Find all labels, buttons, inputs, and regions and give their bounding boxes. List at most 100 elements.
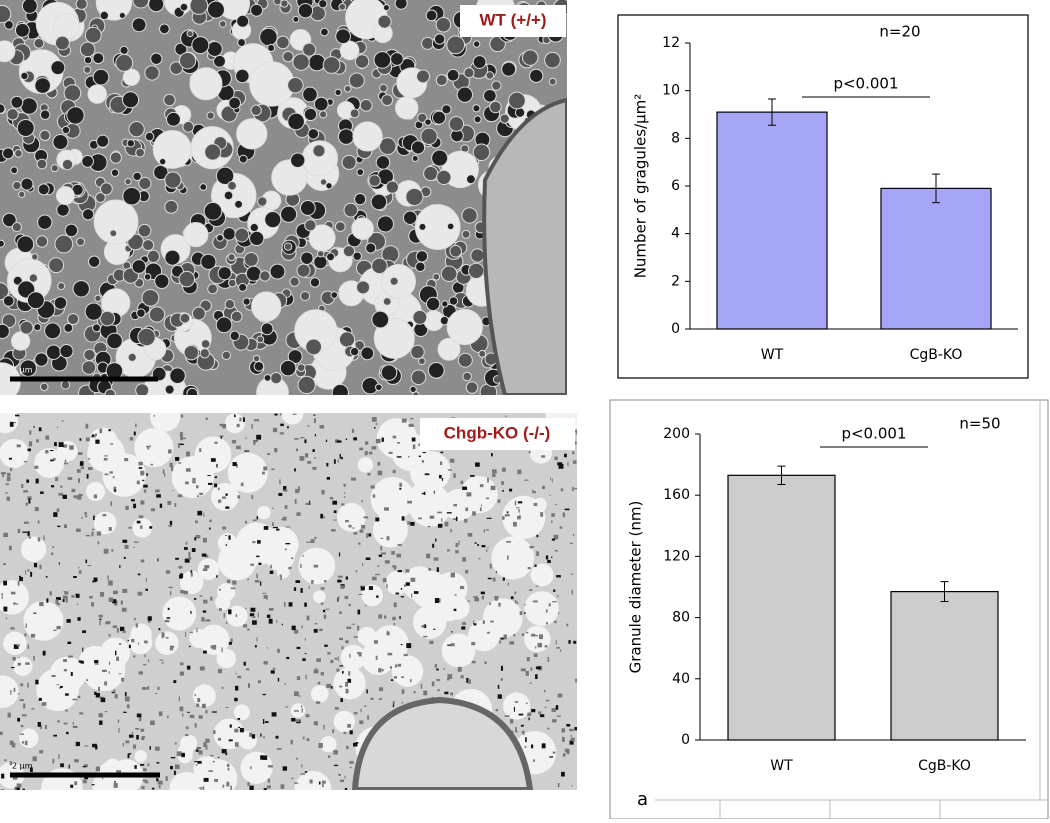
granule [394,0,408,10]
speck [231,439,237,444]
granule [99,10,109,21]
speck [467,600,471,602]
speck [21,714,27,717]
granule [53,12,80,40]
speck [272,427,278,433]
granule [457,352,473,368]
speck [351,428,355,433]
speck [86,679,88,681]
speck [434,598,440,603]
speck [251,424,253,429]
speck [147,616,152,621]
speck [539,714,545,718]
speck [43,535,45,541]
granule [0,282,10,301]
speck [167,500,172,505]
speck [24,740,28,746]
speck [256,516,259,520]
speck [225,506,230,509]
granule [122,68,141,86]
speck [29,536,32,539]
speck [244,450,250,452]
granule [472,55,487,69]
granule [529,68,544,83]
granule [238,154,248,164]
speck [313,414,316,416]
speck [219,423,223,427]
speck [124,458,129,462]
speck [63,524,67,529]
speck [85,534,91,537]
speck [7,712,11,718]
speck [453,473,456,478]
speck [389,666,392,669]
granule [63,84,82,102]
speck [63,722,68,725]
speck [497,694,502,699]
vacuole [257,505,271,520]
bar [716,111,828,330]
granule [421,36,435,50]
granule [144,65,160,81]
speck [517,501,523,504]
granule [441,300,449,308]
granule [37,214,53,230]
speck [421,460,424,463]
speck [135,423,137,428]
granule [334,221,346,232]
speck [34,562,38,568]
granule [203,201,223,221]
speck [201,553,207,557]
speck [330,659,334,664]
speck [64,459,67,463]
vacuole [49,656,86,693]
speck [172,489,174,492]
speck [301,625,303,629]
vacuole [36,625,50,640]
speck [225,752,228,756]
vacuole [467,619,500,652]
speck [58,562,60,565]
annotation: n=50 [959,415,1000,433]
granule [243,252,259,268]
granule [431,149,449,167]
speck [462,557,467,562]
vacuole [88,427,119,458]
speck [17,693,20,695]
speck [74,781,78,786]
speck [108,634,111,637]
speck [184,558,190,563]
granule [1,313,17,328]
speck [102,514,107,517]
speck [553,534,559,540]
speck [224,535,228,537]
speck [372,576,377,581]
vacuole [13,656,33,676]
granule [152,129,192,169]
granule [326,252,335,262]
speck [296,512,301,516]
speck [60,485,63,488]
speck [133,546,135,548]
granule [135,147,145,158]
speck [91,784,95,786]
granule [215,316,233,334]
speck [216,575,218,578]
speck [67,641,72,645]
speck [19,575,22,579]
speck [171,466,174,472]
bar [727,474,836,741]
speck [4,759,7,762]
speck [554,503,557,506]
speck [557,693,563,698]
speck [38,427,42,432]
speck [144,640,148,644]
granule [131,259,147,274]
speck [399,616,401,620]
speck [387,652,393,656]
granule [10,166,19,175]
y-tick-label: 200 [663,426,690,442]
speck [68,655,73,658]
speck [546,609,548,613]
speck [138,671,143,675]
